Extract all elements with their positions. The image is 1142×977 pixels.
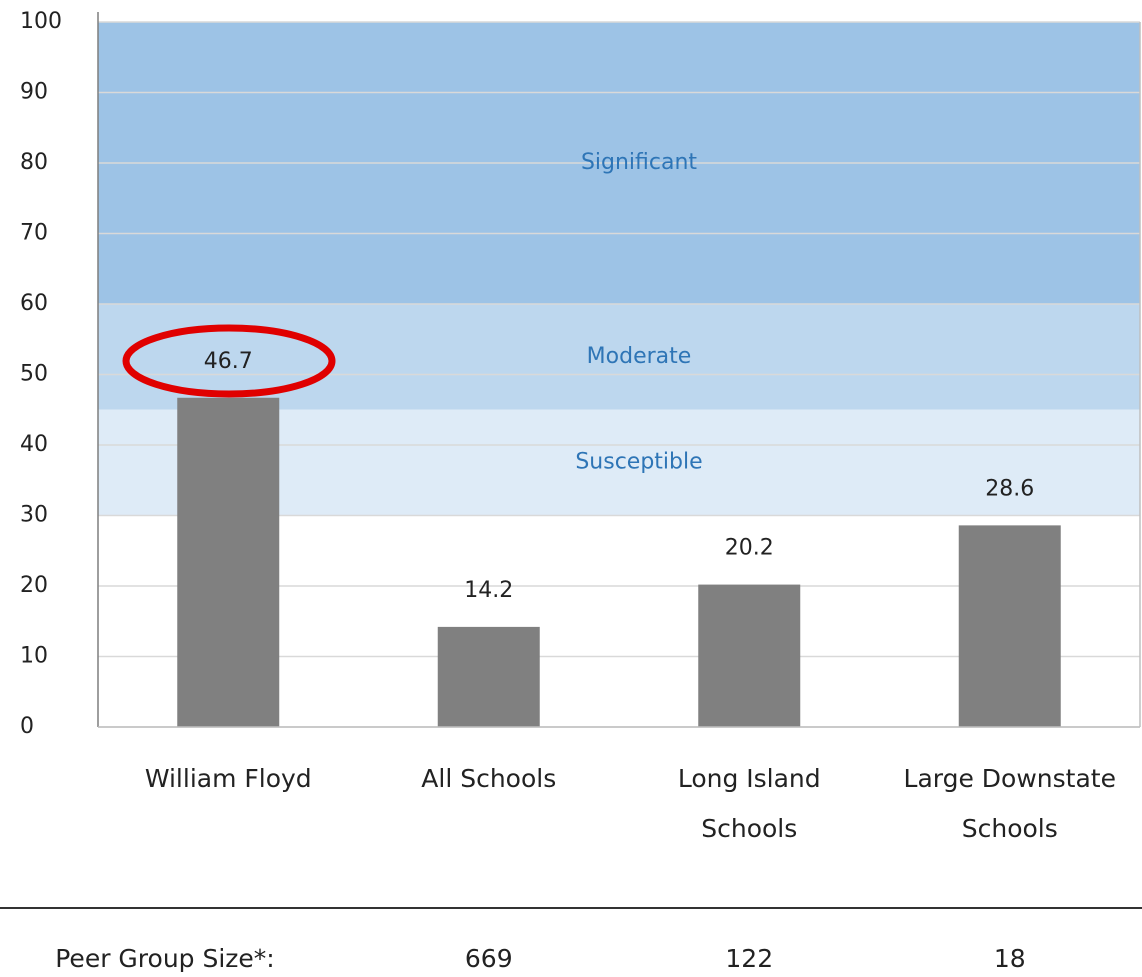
x-tick-label: Long Island Schools: [678, 764, 821, 843]
bar: [177, 397, 280, 727]
y-tick-label: 30: [20, 503, 48, 528]
y-tick-label: 0: [20, 714, 34, 739]
y-tick-label: 50: [20, 362, 48, 387]
band-label: Moderate: [587, 344, 692, 369]
footer-label: Peer Group Size*:: [55, 944, 274, 973]
y-tick-label: 40: [20, 432, 48, 457]
marks: Significant Moderate Susceptible William Fl…: [145, 150, 1116, 843]
y-tick-label: 60: [20, 291, 48, 316]
x-tick-label: Large Downstate Schools: [904, 764, 1116, 843]
y-tick-label: 80: [20, 150, 48, 175]
bar: [437, 626, 540, 727]
value-label: 20.2: [725, 536, 774, 561]
y-tick-label: 100: [20, 9, 62, 34]
x-tick-label: William Floyd: [145, 764, 312, 793]
value-label: 46.7: [204, 349, 253, 374]
value-label: 28.6: [985, 476, 1034, 501]
y-tick-label: 70: [20, 221, 48, 246]
footer-value: 18: [994, 944, 1026, 973]
band-label: Significant: [581, 150, 697, 175]
bar: [698, 584, 801, 727]
bar: [958, 525, 1061, 727]
y-tick-label: 90: [20, 80, 48, 105]
x-tick-label: All Schools: [421, 764, 556, 793]
y-tick-label: 10: [20, 644, 48, 669]
footer-value: 122: [725, 944, 773, 973]
footer-value: 669: [465, 944, 513, 973]
y-tick-label: 20: [20, 573, 48, 598]
highlight-ellipse: [122, 324, 336, 398]
value-label: 14.2: [464, 578, 513, 603]
band-label: Susceptible: [575, 450, 702, 475]
